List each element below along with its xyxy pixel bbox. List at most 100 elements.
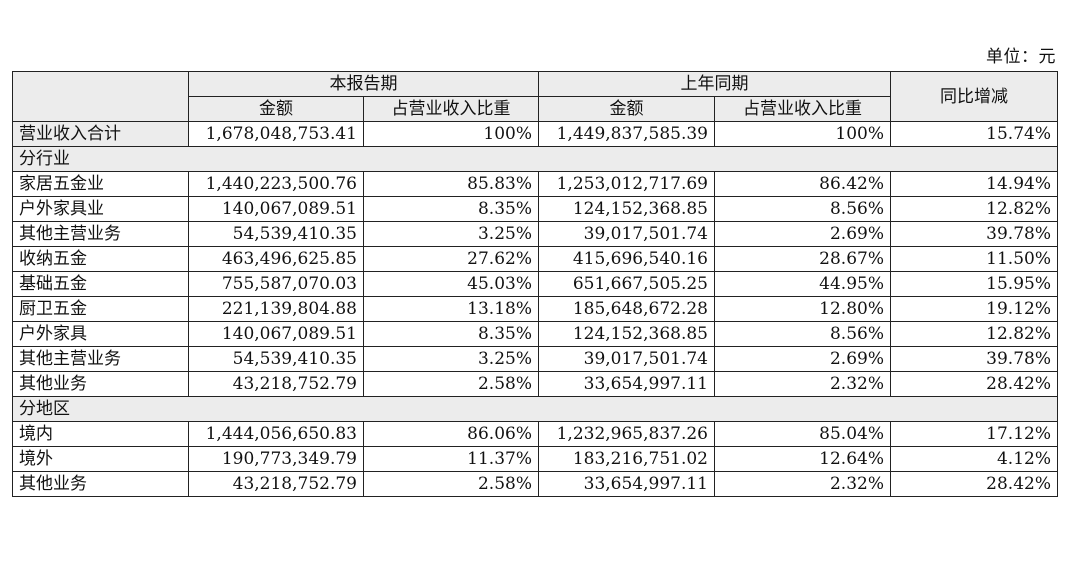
yoy-change-cell: 12.82% xyxy=(890,196,1058,222)
table-row: 收纳五金 463,496,625.85 27.62% 415,696,540.1… xyxy=(12,246,1058,272)
previous-share-cell: 86.42% xyxy=(714,171,891,197)
yoy-change-cell: 28.42% xyxy=(890,471,1058,497)
table-row: 户外家具业 140,067,089.51 8.35% 124,152,368.8… xyxy=(12,196,1058,222)
current-share-cell: 86.06% xyxy=(363,421,539,447)
current-share-cell: 3.25% xyxy=(363,346,539,372)
row-label: 营业收入合计 xyxy=(12,121,189,147)
table-row: 其他主营业务 54,539,410.35 3.25% 39,017,501.74… xyxy=(12,221,1058,247)
current-amount-cell: 54,539,410.35 xyxy=(188,221,364,247)
current-amount-cell: 43,218,752.79 xyxy=(188,371,364,397)
previous-share-cell: 100% xyxy=(714,121,891,147)
row-label: 家居五金业 xyxy=(12,171,189,197)
current-share-cell: 45.03% xyxy=(363,271,539,297)
table-row: 其他业务 43,218,752.79 2.58% 33,654,997.11 2… xyxy=(12,371,1058,397)
current-amount-cell: 1,444,056,650.83 xyxy=(188,421,364,447)
previous-amount-cell: 124,152,368.85 xyxy=(538,196,715,222)
yoy-change-cell: 12.82% xyxy=(890,321,1058,347)
current-share-cell: 27.62% xyxy=(363,246,539,272)
yoy-change-cell: 19.12% xyxy=(890,296,1058,322)
section-row-industry: 分行业 xyxy=(12,146,1058,172)
current-amount-cell: 463,496,625.85 xyxy=(188,246,364,272)
header-current-share: 占营业收入比重 xyxy=(363,96,539,122)
yoy-change-cell: 11.50% xyxy=(890,246,1058,272)
current-share-cell: 85.83% xyxy=(363,171,539,197)
yoy-change-cell: 28.42% xyxy=(890,371,1058,397)
row-label: 其他主营业务 xyxy=(12,221,189,247)
yoy-change-cell: 15.95% xyxy=(890,271,1058,297)
header-previous-share: 占营业收入比重 xyxy=(714,96,891,122)
row-label: 境外 xyxy=(12,446,189,472)
previous-amount-cell: 39,017,501.74 xyxy=(538,346,715,372)
previous-share-cell: 12.64% xyxy=(714,446,891,472)
table-header: 本报告期 上年同期 同比增减 金额 占营业收入比重 金额 占营业收入比重 xyxy=(12,71,1058,122)
current-amount-cell: 1,678,048,753.41 xyxy=(188,121,364,147)
header-blank-cell xyxy=(12,71,189,122)
header-current-amount: 金额 xyxy=(188,96,364,122)
previous-share-cell: 8.56% xyxy=(714,321,891,347)
table-row: 其他主营业务 54,539,410.35 3.25% 39,017,501.74… xyxy=(12,346,1058,372)
previous-amount-cell: 415,696,540.16 xyxy=(538,246,715,272)
current-share-cell: 2.58% xyxy=(363,371,539,397)
table-body: 营业收入合计 1,678,048,753.41 100% 1,449,837,5… xyxy=(12,121,1058,497)
yoy-change-cell: 39.78% xyxy=(890,346,1058,372)
table-row: 户外家具 140,067,089.51 8.35% 124,152,368.85… xyxy=(12,321,1058,347)
header-row-1: 本报告期 上年同期 同比增减 xyxy=(12,71,1058,122)
current-share-cell: 13.18% xyxy=(363,296,539,322)
current-share-cell: 3.25% xyxy=(363,221,539,247)
table-row: 家居五金业 1,440,223,500.76 85.83% 1,253,012,… xyxy=(12,171,1058,197)
row-label: 其他业务 xyxy=(12,471,189,497)
current-amount-cell: 221,139,804.88 xyxy=(188,296,364,322)
previous-amount-cell: 1,449,837,585.39 xyxy=(538,121,715,147)
row-label: 其他主营业务 xyxy=(12,346,189,372)
current-amount-cell: 190,773,349.79 xyxy=(188,446,364,472)
current-share-cell: 11.37% xyxy=(363,446,539,472)
revenue-table: 本报告期 上年同期 同比增减 金额 占营业收入比重 金额 占营业收入比重 营业收… xyxy=(12,71,1058,497)
previous-amount-cell: 183,216,751.02 xyxy=(538,446,715,472)
previous-amount-cell: 33,654,997.11 xyxy=(538,471,715,497)
current-amount-cell: 755,587,070.03 xyxy=(188,271,364,297)
yoy-change-cell: 17.12% xyxy=(890,421,1058,447)
section-row-region: 分地区 xyxy=(12,396,1058,422)
previous-amount-cell: 651,667,505.25 xyxy=(538,271,715,297)
table-row: 其他业务 43,218,752.79 2.58% 33,654,997.11 2… xyxy=(12,471,1058,497)
previous-amount-cell: 39,017,501.74 xyxy=(538,221,715,247)
current-share-cell: 8.35% xyxy=(363,196,539,222)
previous-amount-cell: 185,648,672.28 xyxy=(538,296,715,322)
previous-amount-cell: 1,253,012,717.69 xyxy=(538,171,715,197)
section-title: 分行业 xyxy=(12,146,1058,172)
previous-share-cell: 44.95% xyxy=(714,271,891,297)
table-row: 基础五金 755,587,070.03 45.03% 651,667,505.2… xyxy=(12,271,1058,297)
section-title: 分地区 xyxy=(12,396,1058,422)
table-row: 厨卫五金 221,139,804.88 13.18% 185,648,672.2… xyxy=(12,296,1058,322)
row-label: 收纳五金 xyxy=(12,246,189,272)
unit-label: 单位：元 xyxy=(986,47,1056,67)
previous-amount-cell: 33,654,997.11 xyxy=(538,371,715,397)
header-row-2: 金额 占营业收入比重 金额 占营业收入比重 xyxy=(13,96,1058,122)
previous-share-cell: 2.69% xyxy=(714,346,891,372)
yoy-change-cell: 39.78% xyxy=(890,221,1058,247)
previous-share-cell: 2.32% xyxy=(714,471,891,497)
current-amount-cell: 43,218,752.79 xyxy=(188,471,364,497)
previous-share-cell: 12.80% xyxy=(714,296,891,322)
row-label: 基础五金 xyxy=(12,271,189,297)
header-previous-period: 上年同期 xyxy=(538,71,891,97)
row-label: 其他业务 xyxy=(12,371,189,397)
header-previous-amount: 金额 xyxy=(538,96,715,122)
current-amount-cell: 54,539,410.35 xyxy=(188,346,364,372)
current-share-cell: 8.35% xyxy=(363,321,539,347)
row-label: 厨卫五金 xyxy=(12,296,189,322)
table-row: 境外 190,773,349.79 11.37% 183,216,751.02 … xyxy=(12,446,1058,472)
previous-amount-cell: 1,232,965,837.26 xyxy=(538,421,715,447)
row-label: 户外家具业 xyxy=(12,196,189,222)
previous-share-cell: 2.69% xyxy=(714,221,891,247)
yoy-change-cell: 15.74% xyxy=(890,121,1058,147)
total-row: 营业收入合计 1,678,048,753.41 100% 1,449,837,5… xyxy=(12,121,1058,147)
previous-share-cell: 8.56% xyxy=(714,196,891,222)
previous-share-cell: 85.04% xyxy=(714,421,891,447)
header-yoy-change: 同比增减 xyxy=(890,71,1058,122)
row-label: 境内 xyxy=(12,421,189,447)
previous-share-cell: 2.32% xyxy=(714,371,891,397)
current-share-cell: 100% xyxy=(363,121,539,147)
header-current-period: 本报告期 xyxy=(188,71,539,97)
current-amount-cell: 140,067,089.51 xyxy=(188,321,364,347)
